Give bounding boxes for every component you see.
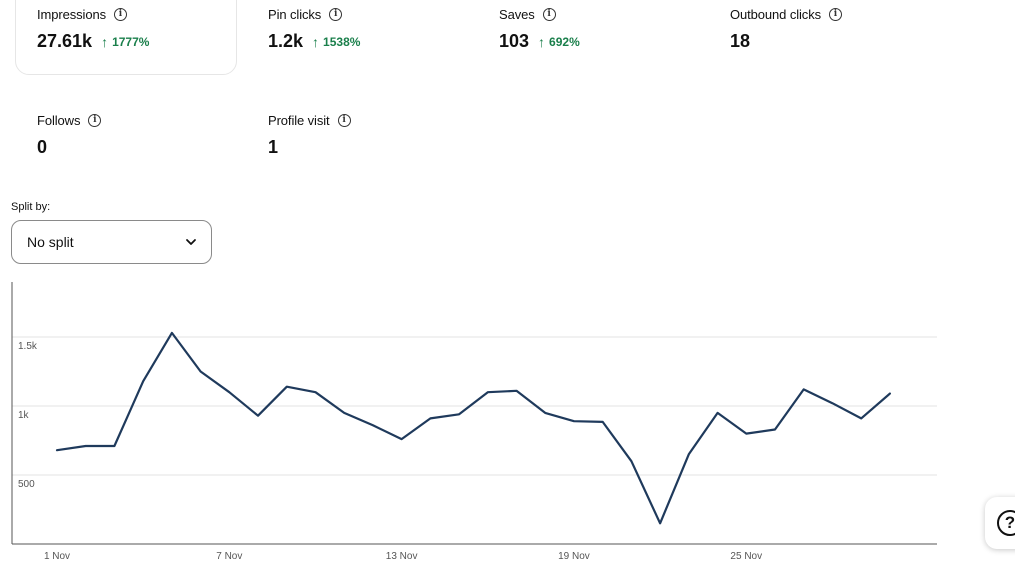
y-tick-label: 500: [18, 479, 35, 490]
arrow-up-icon: ↑: [101, 34, 109, 50]
info-icon[interactable]: i: [337, 113, 351, 127]
metric-impressions[interactable]: Impressions i 27.61k ↑ 1777%: [37, 5, 149, 52]
split-by-select[interactable]: No split: [11, 220, 212, 264]
metric-value: 18: [730, 31, 751, 51]
metric-value: 103: [499, 31, 530, 51]
info-icon[interactable]: i: [542, 7, 556, 21]
metric-label: Impressions: [37, 6, 106, 22]
arrow-up-icon: ↑: [538, 34, 546, 50]
metric-outbound-clicks[interactable]: Outbound clicks i 18: [730, 5, 842, 52]
metric-value: 27.61k: [37, 31, 93, 51]
line-chart: 500 1k 1.5k 1 Nov 7 Nov 13 Nov 19 Nov 25 Nov: [11, 282, 937, 562]
split-by-value: No split: [27, 234, 74, 250]
info-icon[interactable]: i: [113, 7, 127, 21]
y-tick-label: 1k: [18, 410, 30, 421]
metric-follows[interactable]: Follows i 0: [37, 111, 102, 158]
metric-pin-clicks[interactable]: Pin clicks i 1.2k ↑ 1538%: [268, 5, 360, 52]
metric-delta: ↑ 1538%: [312, 34, 360, 50]
x-tick-label: 25 Nov: [730, 551, 762, 562]
metric-label: Pin clicks: [268, 6, 322, 22]
help-icon: ?: [997, 510, 1015, 536]
impressions-card[interactable]: [15, 0, 237, 75]
metric-label: Profile visit: [268, 112, 330, 128]
metric-delta: ↑ 692%: [538, 34, 580, 50]
metric-value: 1: [268, 137, 279, 157]
metric-delta-value: 1538%: [323, 35, 361, 49]
metric-value: 1.2k: [268, 31, 304, 51]
help-button[interactable]: ?: [985, 497, 1015, 549]
metric-label: Saves: [499, 6, 535, 22]
metric-saves[interactable]: Saves i 103 ↑ 692%: [499, 5, 580, 52]
x-tick-label: 13 Nov: [386, 551, 418, 562]
metric-value: 0: [37, 137, 48, 157]
x-tick-label: 1 Nov: [44, 551, 70, 562]
info-icon[interactable]: i: [329, 7, 343, 21]
y-tick-label: 1.5k: [18, 341, 38, 352]
arrow-up-icon: ↑: [312, 34, 320, 50]
info-icon[interactable]: i: [829, 7, 842, 21]
metric-delta-value: 1777%: [112, 35, 150, 49]
metric-delta-value: 692%: [549, 35, 580, 49]
x-tick-label: 7 Nov: [216, 551, 242, 562]
x-tick-label: 19 Nov: [558, 551, 590, 562]
info-icon[interactable]: i: [88, 113, 102, 127]
chevron-down-icon: [186, 239, 196, 245]
metric-profile-visit[interactable]: Profile visit i 1: [268, 111, 351, 158]
metric-label: Follows: [37, 112, 81, 128]
series-line: [55, 331, 891, 525]
metric-label: Outbound clicks: [730, 6, 821, 22]
metric-delta: ↑ 1777%: [101, 34, 149, 50]
split-by-label: Split by:: [11, 201, 51, 213]
